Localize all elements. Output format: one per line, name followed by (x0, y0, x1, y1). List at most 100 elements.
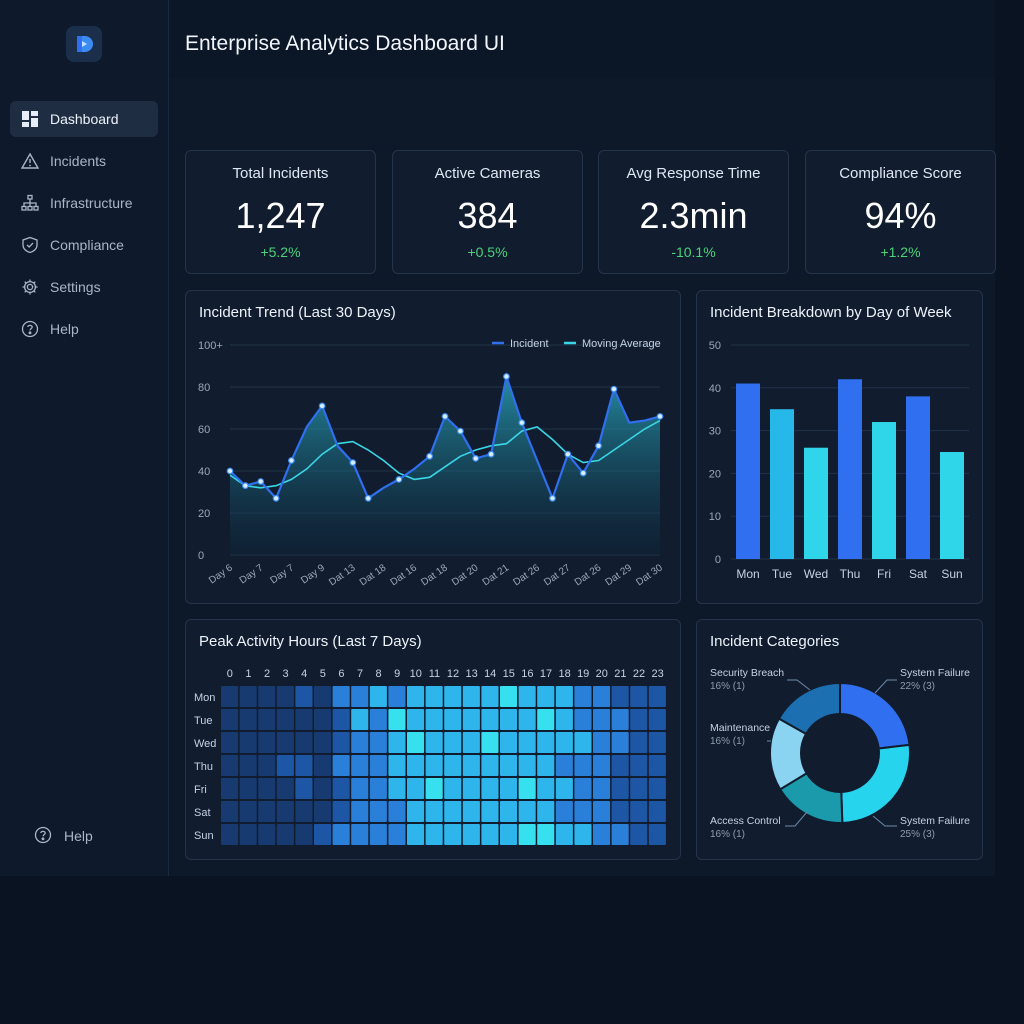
heatmap-cell (295, 755, 313, 776)
weekday-bar-chart: 0 10 20 30 40 50 Mon Tue Wed Thu Fri Sat Sun (709, 340, 969, 581)
slice-value: 22% (3) (900, 681, 935, 692)
heatmap-cell (481, 732, 499, 753)
x-tick-label: Fri (877, 567, 891, 581)
heatmap-cell (593, 824, 611, 845)
heatmap-cell (518, 709, 536, 730)
slice-label: Security Breach (710, 667, 784, 679)
heatmap-cell (444, 824, 462, 845)
y-tick-label: 30 (709, 426, 721, 438)
slice-label: Maintenance (710, 722, 770, 734)
heatmap-cell (258, 801, 276, 822)
donut-slice (839, 681, 911, 750)
heatmap-cell (388, 824, 406, 845)
bar (770, 409, 794, 559)
sidebar-item-incidents[interactable]: Incidents (10, 143, 158, 179)
row-label: Wed (194, 738, 216, 750)
column-label: 2 (264, 668, 270, 680)
heatmap-cell (462, 755, 480, 776)
sidebar-item-label: Dashboard (50, 111, 119, 127)
sidebar-item-dashboard[interactable]: Dashboard (10, 101, 158, 137)
kpi-card-active-cameras[interactable]: Active Cameras 384 +0.5% (392, 150, 583, 274)
heatmap-cell (555, 801, 573, 822)
heatmap-cell (574, 686, 592, 707)
leader-line (874, 679, 897, 694)
sidebar-footer-help-label: Help (64, 828, 93, 844)
kpi-delta: -10.1% (671, 244, 716, 260)
heatmap-cell (555, 686, 573, 707)
heatmap-cell (295, 686, 313, 707)
column-label: 16 (521, 668, 533, 680)
heatmap-cell (481, 709, 499, 730)
heatmap-cell (500, 755, 518, 776)
leader-line (785, 811, 808, 827)
x-tick-label: Day 9 (299, 562, 327, 586)
shield-icon (20, 235, 40, 255)
heatmap-cell (500, 709, 518, 730)
kpi-card-total-incidents[interactable]: Total Incidents 1,247 +5.2% (185, 150, 376, 274)
column-label: 14 (484, 668, 496, 680)
slice-label: Access Control (710, 815, 781, 827)
heatmap-cell (593, 709, 611, 730)
heatmap-cell (314, 686, 332, 707)
sidebar-item-label: Compliance (50, 237, 124, 253)
x-tick-label: Dat 26 (573, 562, 604, 588)
sidebar-item-compliance[interactable]: Compliance (10, 227, 158, 263)
heatmap-cell (425, 801, 443, 822)
heatmap-cell (295, 801, 313, 822)
sidebar-footer-help[interactable]: Help (34, 826, 93, 846)
sidebar-item-settings[interactable]: Settings (10, 269, 158, 305)
heatmap-cell (239, 686, 257, 707)
kpi-card-compliance-score[interactable]: Compliance Score 94% +1.2% (805, 150, 996, 274)
heatmap-cell (481, 755, 499, 776)
x-tick-label: Dat 13 (327, 562, 358, 588)
column-label: 1 (245, 668, 251, 680)
donut-slice (777, 681, 841, 736)
heatmap-cell (648, 709, 666, 730)
heatmap-cell (258, 755, 276, 776)
chart-title: Incident Categories (710, 633, 840, 650)
heatmap-cell (500, 801, 518, 822)
heatmap-cell (574, 709, 592, 730)
y-tick-label: 100+ (198, 340, 223, 352)
heatmap-cell (221, 755, 239, 776)
kpi-value: 2.3min (639, 195, 748, 236)
heatmap-cell (444, 709, 462, 730)
incident-point (656, 412, 664, 420)
heatmap-cell (351, 755, 369, 776)
incident-point (288, 457, 295, 464)
x-tick-label: Wed (804, 567, 828, 581)
kpi-delta: +1.2% (880, 244, 921, 260)
heatmap-cell (314, 709, 332, 730)
heatmap-cell (593, 732, 611, 753)
column-label: 17 (540, 668, 552, 680)
column-label: 8 (376, 668, 382, 680)
heatmap-cell (369, 778, 387, 799)
heatmap-cell (388, 778, 406, 799)
incident-point (564, 450, 572, 458)
heatmap-cell (276, 778, 294, 799)
kpi-card-avg-response-time[interactable]: Avg Response Time 2.3min -10.1% (598, 150, 789, 274)
heatmap-cell (593, 755, 611, 776)
incident-point (595, 442, 602, 450)
heatmap-cell (332, 824, 350, 845)
heatmap-cell (611, 778, 629, 799)
heatmap-cell (630, 732, 648, 753)
heatmap-cell (500, 686, 518, 707)
sidebar-item-help[interactable]: Help (10, 311, 158, 347)
heatmap-cell (407, 709, 425, 730)
sidebar-item-infrastructure[interactable]: Infrastructure (10, 185, 158, 221)
row-label: Fri (194, 784, 207, 796)
weekday-breakdown-card: Incident Breakdown by Day of Week 0 10 20 3… (696, 290, 983, 604)
incident-trend-card: Incident Trend (Last 30 Days) 0 20 40 60 80 1… (185, 290, 681, 604)
heatmap-cell (611, 732, 629, 753)
heatmap-cell (239, 801, 257, 822)
incident-point (441, 412, 449, 420)
slice-label: System Failure (900, 667, 970, 679)
heatmap-cell (648, 732, 666, 753)
x-tick-label: Dat 26 (511, 562, 542, 588)
incident-point (241, 482, 249, 490)
incident-point (579, 469, 587, 477)
y-tick-label: 20 (198, 508, 210, 520)
column-label: 21 (614, 668, 626, 680)
